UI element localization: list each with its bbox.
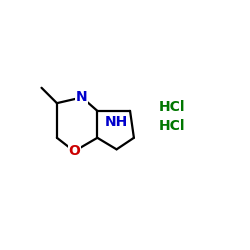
Text: O: O [68,144,80,158]
Text: N: N [76,90,88,104]
Text: NH: NH [105,116,128,130]
Text: HCl: HCl [159,100,186,114]
Text: HCl: HCl [159,119,186,133]
